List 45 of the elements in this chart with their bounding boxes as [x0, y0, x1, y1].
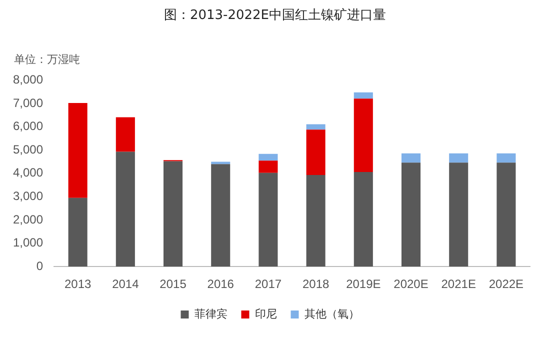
x-tick-label: 2013 [64, 277, 92, 292]
bar [306, 175, 326, 267]
bar [258, 172, 278, 267]
y-tick-label: 4,000 [13, 166, 44, 180]
y-tick-label: 3,000 [13, 189, 44, 204]
bar [449, 153, 468, 163]
bar [68, 103, 88, 198]
y-tick-label: 5,000 [13, 142, 44, 156]
x-tick-label: 2022E [488, 277, 524, 292]
y-tick-label: 6,000 [13, 119, 44, 134]
y-tick-label: 8,000 [13, 72, 44, 87]
bar [258, 154, 278, 161]
x-tick-label: 2016 [207, 277, 234, 292]
bar [164, 161, 183, 267]
bar [306, 124, 326, 130]
bar [211, 164, 230, 267]
x-tick-label: 2018 [302, 277, 330, 292]
bar [306, 130, 326, 176]
bar [116, 152, 135, 267]
y-tick-label: 0 [36, 258, 44, 273]
bar [401, 153, 421, 163]
y-tick-label: 1,000 [13, 236, 44, 250]
y-axis-title: 单位：万湿吨 [14, 52, 80, 67]
bar [401, 162, 421, 267]
chart-title: 图：2013-2022E中国红土镍矿进口量 [162, 7, 388, 24]
bar [496, 153, 516, 163]
x-tick-label: 2020E [394, 277, 428, 292]
bar [354, 98, 373, 172]
bar [68, 198, 88, 267]
legend-label: 其他（氧） [304, 308, 360, 321]
x-tick-label: 2019E [346, 277, 381, 292]
x-tick-label: 2014 [112, 277, 140, 292]
bar [354, 172, 373, 267]
bar [258, 160, 278, 173]
x-tick-label: 2017 [254, 277, 282, 292]
y-tick-label: 7,000 [13, 96, 44, 110]
bar [354, 92, 373, 99]
bar [496, 162, 516, 267]
x-tick-label: 2015 [160, 277, 187, 292]
legend-label: 菲律宾 [194, 308, 228, 321]
bar [449, 162, 468, 267]
y-tick-label: 2,000 [13, 212, 44, 226]
legend-label: 印尼 [254, 308, 277, 321]
bar [116, 117, 135, 152]
x-tick-label: 2021E [441, 277, 476, 292]
